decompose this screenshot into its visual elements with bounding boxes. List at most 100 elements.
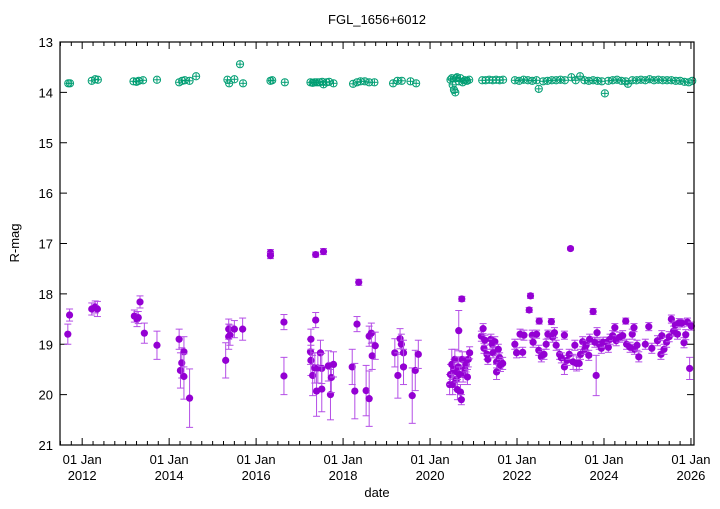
comparison-point (134, 76, 143, 85)
comparison-point (519, 75, 528, 84)
target-marker (353, 320, 361, 328)
y-tick-label: 13 (39, 35, 53, 50)
target-marker (635, 353, 643, 361)
target-marker (316, 349, 325, 357)
target-point (348, 348, 356, 386)
target-marker (582, 341, 590, 349)
target-marker (663, 338, 671, 346)
comparison-point (617, 76, 626, 85)
comparison-series (64, 60, 697, 98)
comparison-marker (134, 76, 143, 85)
target-marker (592, 371, 600, 380)
target-point (560, 330, 569, 340)
comparison-point (612, 75, 622, 84)
comparison-point (645, 75, 654, 84)
target-point (665, 331, 673, 343)
comparison-point (539, 77, 548, 86)
target-point (589, 307, 597, 316)
comparison-marker (370, 78, 379, 87)
target-marker (280, 318, 288, 326)
x-tick-label-year: 2024 (590, 468, 619, 483)
comparison-point (556, 75, 565, 84)
comparison-point (532, 76, 541, 85)
target-point (239, 317, 247, 341)
comparison-marker (406, 77, 415, 86)
comparison-point (575, 72, 585, 81)
target-marker (307, 335, 315, 343)
target-marker (222, 356, 230, 364)
comparison-point (235, 60, 245, 69)
comparison-marker (543, 76, 552, 85)
target-point (312, 312, 320, 329)
x-axis-label: date (364, 485, 389, 500)
target-marker (526, 292, 535, 300)
target-point (93, 300, 101, 318)
target-marker (319, 247, 328, 256)
x-tick-label: 01 Jan (671, 452, 710, 467)
comparison-point (543, 76, 552, 85)
comparison-marker (608, 76, 617, 85)
target-marker (547, 317, 555, 326)
comparison-marker (523, 76, 532, 85)
target-marker (484, 355, 492, 363)
comparison-marker (604, 76, 613, 85)
target-point (542, 338, 550, 350)
comparison-point (499, 75, 508, 84)
target-marker (180, 372, 188, 381)
target-marker (371, 342, 379, 350)
target-marker (682, 331, 690, 339)
target-marker (185, 394, 194, 402)
target-marker (492, 368, 501, 376)
comparison-point (584, 76, 593, 85)
comparison-point (523, 76, 532, 85)
target-marker (140, 329, 148, 337)
target-point (222, 342, 230, 379)
comparison-marker (515, 76, 524, 85)
comparison-point (600, 89, 609, 98)
comparison-marker (552, 76, 561, 85)
comparison-marker (448, 80, 457, 89)
target-marker (611, 324, 619, 332)
comparison-point (230, 75, 239, 84)
comparison-marker (534, 84, 543, 93)
target-marker (680, 339, 688, 347)
x-tick-label-year: 2026 (676, 468, 705, 483)
comparison-marker (539, 77, 548, 86)
comparison-point (560, 76, 569, 85)
target-point (552, 339, 560, 351)
target-point (362, 364, 370, 417)
target-marker (511, 340, 519, 348)
target-marker (153, 341, 161, 349)
comparison-marker (235, 60, 245, 69)
comparison-point (534, 84, 543, 93)
target-marker (449, 380, 457, 389)
comparison-marker (560, 76, 569, 85)
comparison-point (138, 76, 148, 85)
x-tick-label: 01 Jan (150, 452, 189, 467)
target-point (519, 346, 527, 358)
target-marker (687, 322, 695, 330)
target-marker (633, 341, 641, 349)
comparison-point (641, 76, 650, 85)
comparison-point (580, 76, 589, 85)
comparison-marker (654, 75, 663, 84)
comparison-point (268, 76, 277, 85)
target-marker (532, 330, 541, 338)
x-tick-label-year: 2020 (416, 468, 445, 483)
target-marker (535, 317, 543, 325)
target-marker (368, 352, 376, 360)
target-marker (641, 340, 649, 348)
comparison-point (552, 76, 561, 85)
target-marker (414, 350, 422, 358)
target-point (355, 278, 363, 286)
target-marker (312, 316, 320, 324)
target-marker (312, 250, 320, 259)
comparison-marker (556, 75, 565, 84)
target-marker (673, 330, 682, 338)
comparison-marker (617, 76, 626, 85)
comparison-marker (329, 79, 338, 88)
target-point (648, 342, 656, 354)
comparison-marker (600, 89, 609, 98)
target-point (566, 244, 575, 253)
